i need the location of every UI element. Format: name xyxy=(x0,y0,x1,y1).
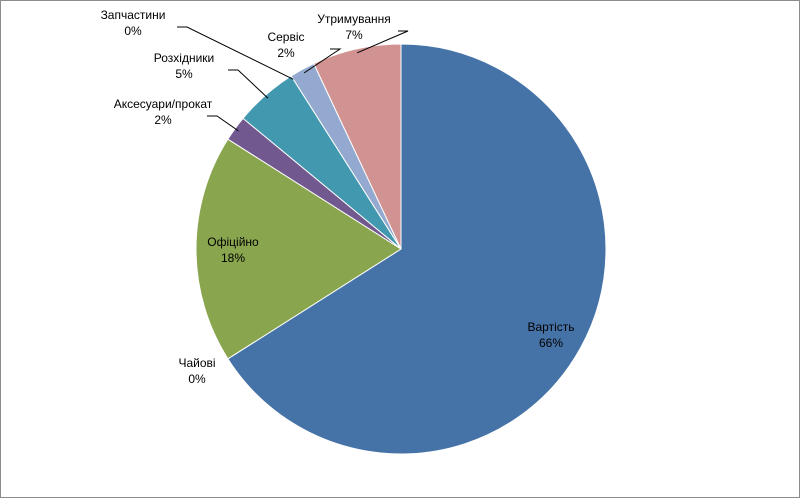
data-label-percent: 2% xyxy=(277,46,295,60)
data-label-percent: 18% xyxy=(221,251,245,265)
leader-line-розхідники xyxy=(228,69,269,99)
leader-line-аксесуари-прокат xyxy=(207,115,239,132)
data-label-percent: 0% xyxy=(124,24,142,38)
data-label-category: Запчастини xyxy=(101,8,166,22)
data-labels: Вартість 66% Чайові 0% Офіційно 18% Аксесуари/… xyxy=(101,8,575,386)
data-label-percent: 0% xyxy=(188,372,206,386)
leader-line-сервіс xyxy=(303,48,342,74)
data-label-category: Аксесуари/прокат xyxy=(114,97,213,111)
data-label-category: Утримування xyxy=(317,12,391,26)
pie-slice-офіційно xyxy=(195,138,402,360)
leader-line-утримування xyxy=(356,30,409,54)
data-label-category: Розхідники xyxy=(154,51,214,65)
data-label-percent: 2% xyxy=(154,113,172,127)
data-label-percent: 7% xyxy=(345,28,363,42)
data-label-category: Чайові xyxy=(178,356,215,370)
data-label-category: Офіційно xyxy=(207,235,259,249)
pie-slice-вартість xyxy=(227,43,607,455)
data-label-percent: 5% xyxy=(175,67,193,81)
data-label-percent: 66% xyxy=(539,336,563,350)
data-label-category: Вартість xyxy=(528,320,575,334)
leader-lines xyxy=(177,26,409,132)
pie-slices xyxy=(195,43,607,455)
data-label-category: Сервіс xyxy=(267,30,304,44)
leader-line-запчастини xyxy=(177,26,294,80)
pie-slice-утримування xyxy=(313,43,402,250)
